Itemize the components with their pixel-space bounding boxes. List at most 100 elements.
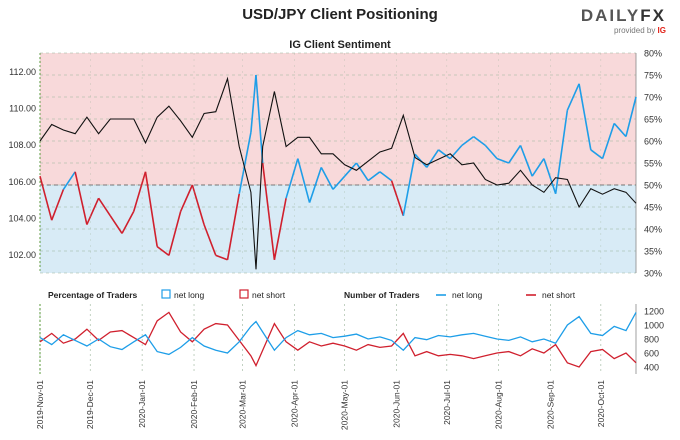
legend-percentage-label: Percentage of Traders <box>48 290 138 300</box>
sentiment-segment <box>203 224 217 256</box>
bottom-right-tick-label: 1000 <box>644 321 664 331</box>
sentiment-segment <box>86 197 100 225</box>
bottom-right-tick-label: 800 <box>644 335 659 345</box>
provided-by: provided by <box>613 26 656 35</box>
right-tick-label: 60% <box>644 137 662 147</box>
sentiment-segment <box>437 149 451 160</box>
sentiment-segment <box>625 96 637 137</box>
sentiment-segment <box>355 162 369 182</box>
right-tick-label: 65% <box>644 115 662 125</box>
sentiment-segment <box>367 171 381 182</box>
sentiment-segment <box>250 74 257 133</box>
sentiment-segment <box>273 198 287 260</box>
sentiment-segment <box>191 184 205 225</box>
sentiment-segment <box>285 158 299 199</box>
sentiment-segment <box>543 158 557 195</box>
logo-fx: FX <box>640 6 666 25</box>
x-tick-label: 2020-Mar-01 <box>238 380 248 429</box>
sentiment-segment <box>496 157 510 164</box>
net-long-count-line <box>39 312 637 356</box>
sentiment-segment <box>156 245 170 257</box>
panel-title: IG Client Sentiment <box>289 39 391 51</box>
price-line <box>39 76 637 270</box>
x-tick-label: 2019-Dec-01 <box>85 380 95 429</box>
sentiment-segment <box>97 197 111 217</box>
bottom-right-tick-label: 400 <box>644 363 659 373</box>
sentiment-segment <box>508 144 522 164</box>
right-tick-label: 55% <box>644 159 662 169</box>
sentiment-segment <box>379 171 393 182</box>
sentiment-segment <box>320 167 334 190</box>
sentiment-segment <box>484 144 498 160</box>
legend-num-long: net long <box>452 290 483 300</box>
sentiment-segment <box>144 171 158 247</box>
sentiment-segment <box>390 180 405 217</box>
sentiment-segment <box>461 135 475 147</box>
sentiment-segment <box>121 211 135 234</box>
right-tick-label: 80% <box>644 49 662 59</box>
sentiment-segment <box>261 162 276 260</box>
sentiment-segment <box>449 144 463 160</box>
sentiment-segment <box>297 158 311 203</box>
lower-shade-zone <box>40 185 636 273</box>
sentiment-segment <box>578 83 592 150</box>
legend-pct-short: net short <box>252 290 286 300</box>
sentiment-segment <box>590 149 603 160</box>
left-tick-label: 102.00 <box>8 250 36 260</box>
x-tick-label: 2020-Jun-01 <box>392 380 402 428</box>
bottom-right-tick-label: 1200 <box>644 307 664 317</box>
left-tick-label: 104.00 <box>8 214 36 224</box>
net-short-count-line <box>39 311 637 368</box>
x-tick-label: 2020-Oct-01 <box>596 380 606 428</box>
sentiment-segment <box>531 158 545 177</box>
x-tick-label: 2019-Nov-01 <box>35 380 45 429</box>
right-tick-label: 45% <box>644 203 662 213</box>
x-tick-label: 2020-Feb-01 <box>189 380 199 429</box>
legend-pct-short-swatch <box>239 289 249 299</box>
x-tick-label: 2020-May-01 <box>340 380 350 430</box>
sentiment-segment <box>473 135 486 147</box>
sentiment-segment <box>74 171 88 225</box>
left-tick-label: 112.00 <box>9 67 36 77</box>
upper-shade-zone <box>40 53 636 185</box>
sentiment-segment <box>601 123 615 159</box>
sentiment-segment <box>308 167 323 203</box>
sentiment-segment <box>109 215 123 234</box>
sentiment-segment <box>519 145 533 177</box>
logo-daily: DAILY <box>580 6 641 25</box>
sentiment-segment <box>566 83 580 111</box>
left-tick-label: 110.00 <box>9 104 36 114</box>
sentiment-segment <box>226 193 241 260</box>
sentiment-segment <box>255 74 264 164</box>
sentiment-segment <box>168 211 182 256</box>
legend-pct-long: net long <box>174 290 205 300</box>
ig-logo: IG <box>657 26 666 35</box>
legend-pct-long-swatch <box>161 289 171 299</box>
right-tick-label: 30% <box>644 269 662 279</box>
sentiment-segment <box>132 171 147 212</box>
dailyfx-logo: DAILYFX provided by IG <box>581 6 666 35</box>
x-tick-label: 2020-Jul-01 <box>442 380 452 425</box>
sentiment-segment <box>215 254 228 261</box>
sentiment-segment <box>62 171 76 190</box>
sentiment-segment <box>39 175 53 221</box>
x-tick-label: 2020-Sep-01 <box>546 380 556 429</box>
legend-num-short: net short <box>542 290 576 300</box>
sentiment-segment <box>238 132 252 194</box>
left-tick-label: 108.00 <box>8 140 36 150</box>
left-tick-label: 106.00 <box>8 177 36 187</box>
right-tick-label: 50% <box>644 181 662 191</box>
bottom-right-tick-label: 600 <box>644 349 659 359</box>
x-tick-label: 2020-Jan-01 <box>137 380 147 428</box>
right-tick-label: 75% <box>644 71 662 81</box>
chart-title: USD/JPY Client Positioning <box>242 6 438 23</box>
sentiment-segment <box>554 110 569 194</box>
sentiment-segment <box>402 154 416 216</box>
sentiment-segment <box>613 122 627 138</box>
sentiment-segment <box>50 189 65 221</box>
right-tick-label: 40% <box>644 225 662 235</box>
sentiment-segment <box>332 175 346 190</box>
x-tick-label: 2020-Apr-01 <box>289 380 299 428</box>
legend-number-label: Number of Traders <box>344 290 420 300</box>
